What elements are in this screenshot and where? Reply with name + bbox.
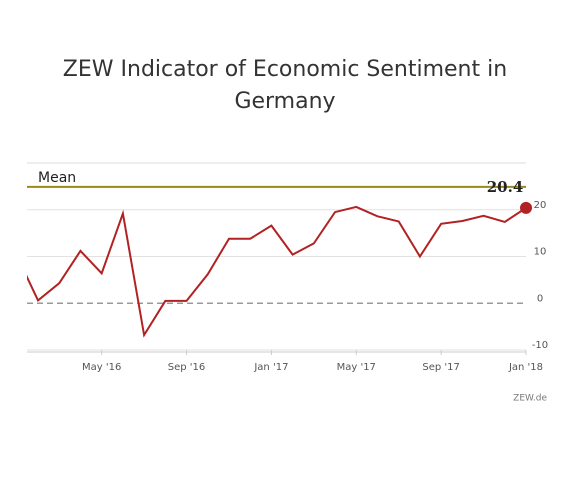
mean-label: Mean — [38, 170, 76, 186]
x-tick-label: Sep '17 — [422, 362, 460, 373]
x-tick-label: Jan '17 — [253, 362, 288, 373]
chart-title: ZEW Indicator of Economic Sentiment in — [63, 57, 507, 82]
x-tick-label: May '16 — [82, 362, 121, 373]
x-tick-label: Jan '18 — [508, 362, 543, 373]
x-tick-label: May '17 — [337, 362, 376, 373]
y-tick-label: -10 — [532, 340, 548, 351]
chart-title: Germany — [234, 89, 335, 114]
x-tick-label: Sep '16 — [168, 362, 206, 373]
series-line — [27, 205, 527, 338]
y-tick-label: 0 — [537, 293, 543, 304]
source: ZEW.de — [513, 394, 547, 404]
plot — [27, 205, 527, 338]
y-tick-label: 20 — [534, 200, 547, 211]
last-point — [520, 201, 532, 214]
last-value-label: 20.4 — [487, 178, 524, 196]
y-tick-label: 10 — [534, 247, 547, 258]
